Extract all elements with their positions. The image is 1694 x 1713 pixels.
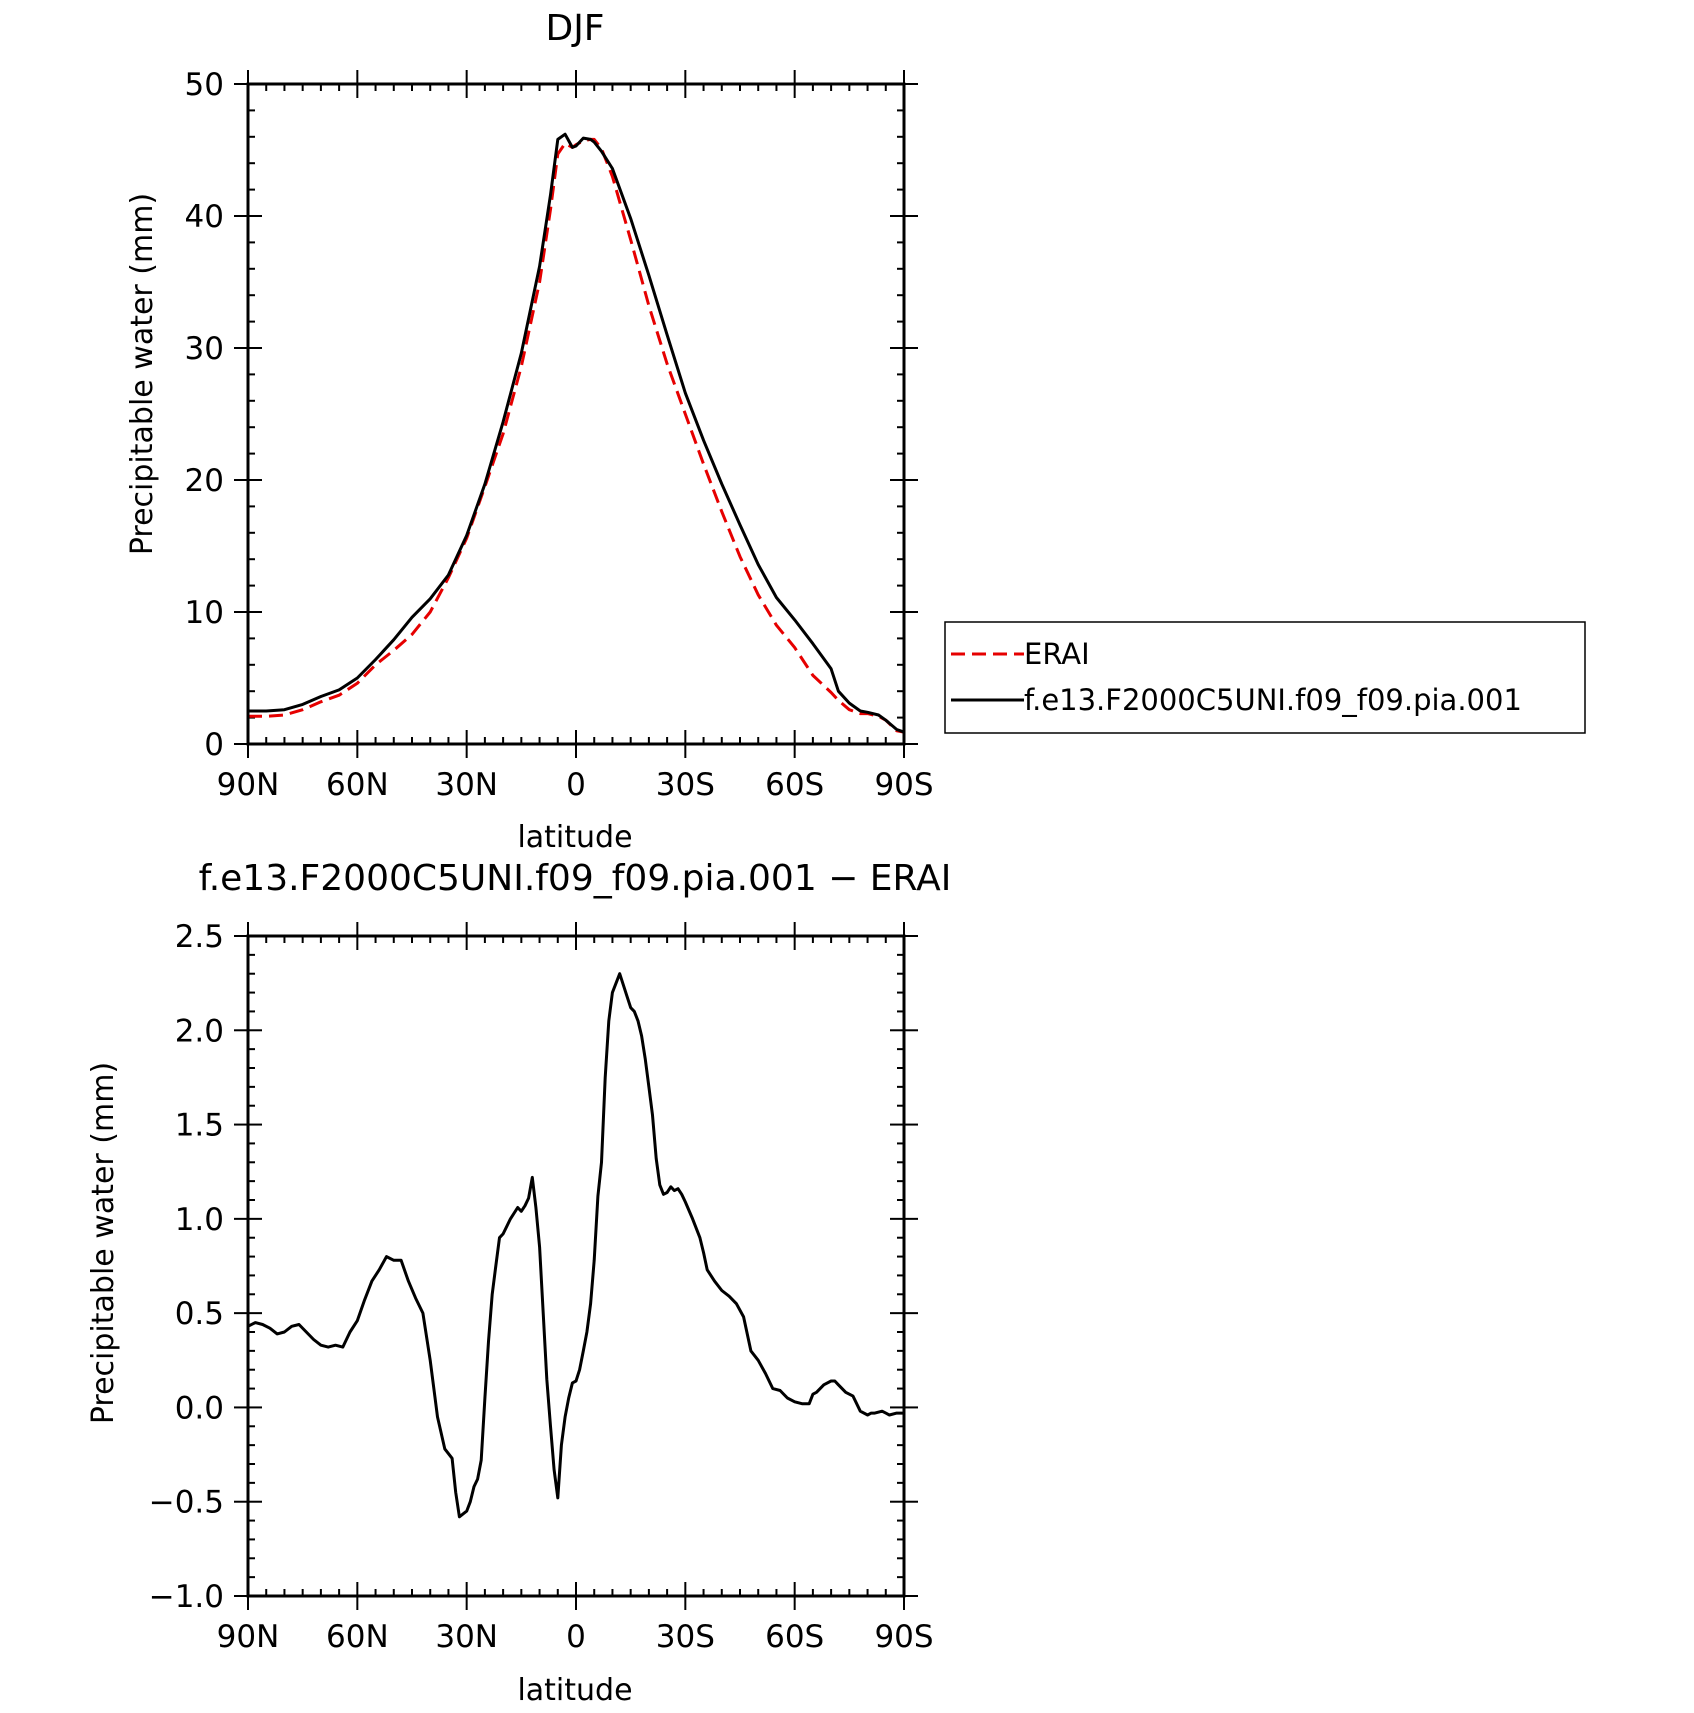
y-tick-label: 2.0 — [175, 1013, 224, 1049]
x-tick-label: 30S — [656, 1619, 715, 1655]
x-tick-label: 90S — [874, 1619, 933, 1655]
title-bottom: f.e13.F2000C5UNI.f09_f09.pia.001 − ERAI — [199, 858, 952, 899]
y-tick-label: 10 — [185, 595, 224, 631]
x-tick-label: 30S — [656, 767, 715, 803]
y-tick-label: 0.0 — [175, 1390, 224, 1426]
top-series — [248, 132, 905, 734]
x-tick-label: 30N — [435, 1619, 498, 1655]
y-tick-label: 20 — [185, 463, 224, 499]
top-ticks — [234, 70, 918, 758]
y-tick-label: 1.0 — [175, 1202, 224, 1238]
y-tick-label: 40 — [185, 199, 224, 235]
legend-label-model: f.e13.F2000C5UNI.f09_f09.pia.001 — [1024, 683, 1522, 717]
bottom-series — [247, 972, 904, 1519]
y-tick-label: 2.5 — [175, 919, 224, 955]
y-tick-label: 0 — [204, 727, 224, 763]
y-tick-label: 0.5 — [175, 1296, 224, 1332]
title-top: DJF — [545, 8, 604, 49]
legend-label-erai: ERAI — [1024, 637, 1090, 671]
x-tick-label: 30N — [435, 767, 498, 803]
ylabel-bottom: Precipitable water (mm) — [86, 1062, 121, 1424]
x-tick-label: 0 — [566, 767, 586, 803]
ylabel-top: Precipitable water (mm) — [125, 193, 160, 555]
x-tick-label: 90N — [217, 1619, 280, 1655]
bottom-tick-labels: 90N 60N 30N 0 30S 60S 90S −1.0 −0.5 0.0 0.5 1.0 1.5 2… — [149, 919, 934, 1655]
x-tick-label: 90S — [874, 767, 933, 803]
y-tick-label: 1.5 — [175, 1108, 224, 1144]
y-tick-label: 50 — [185, 67, 224, 103]
panel-top: DJF Precipitable water (mm) latitude 90N… — [125, 8, 1586, 855]
xlabel-bottom: latitude — [517, 1673, 632, 1708]
x-tick-label: 60N — [326, 767, 389, 803]
x-tick-label: 60N — [326, 1619, 389, 1655]
y-tick-label: 30 — [185, 331, 224, 367]
x-tick-label: 60S — [765, 767, 824, 803]
series-line-erai — [248, 137, 905, 734]
legend: ERAI f.e13.F2000C5UNI.f09_f09.pia.001 — [944, 621, 1586, 734]
xlabel-top: latitude — [517, 820, 632, 855]
top-tick-labels: 90N 60N 30N 0 30S 60S 90S 0 10 20 30 40 50 — [185, 67, 934, 803]
x-tick-label: 0 — [566, 1619, 586, 1655]
legend-box — [944, 621, 1586, 734]
x-tick-label: 90N — [217, 767, 280, 803]
plot-frame-top — [246, 82, 906, 746]
bottom-ticks — [234, 922, 918, 1610]
series-line-f-e13-f2000c5uni-f09-f09-pia-001 — [248, 132, 905, 734]
y-tick-label: −0.5 — [149, 1485, 224, 1521]
panel-bottom: f.e13.F2000C5UNI.f09_f09.pia.001 − ERAI … — [86, 858, 951, 1708]
plot-frame-bottom — [246, 934, 906, 1598]
series-line-panel1-0 — [247, 972, 904, 1519]
y-tick-label: −1.0 — [149, 1579, 224, 1615]
x-tick-label: 60S — [765, 1619, 824, 1655]
